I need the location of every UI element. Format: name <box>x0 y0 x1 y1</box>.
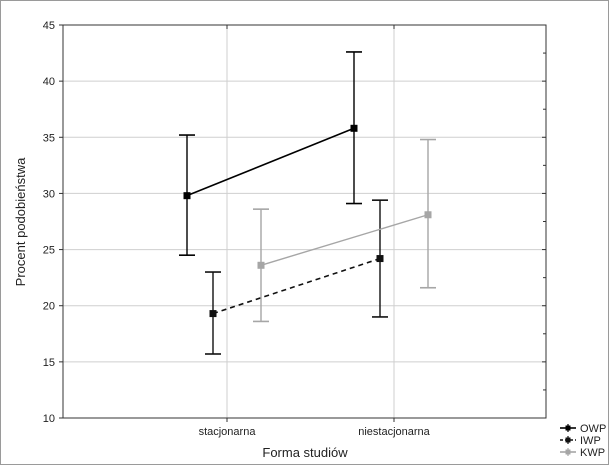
x-axis: stacjonarna niestacjonarna <box>199 25 431 438</box>
x-tick-label: niestacjonarna <box>358 426 430 438</box>
series-iwp <box>205 199 388 355</box>
legend-label: KWP <box>580 447 605 459</box>
y-axis-title: Procent podobieństwa <box>13 157 28 286</box>
data-point <box>424 211 432 219</box>
grid <box>63 25 546 418</box>
x-tick-label: stacjonarna <box>199 426 257 438</box>
y-tick-label: 30 <box>43 188 55 200</box>
series-line <box>212 257 381 315</box>
data-point <box>183 192 191 200</box>
data-point <box>257 261 265 269</box>
y-tick-label: 25 <box>43 245 55 257</box>
y-tick-label: 35 <box>43 132 55 144</box>
series-line <box>260 214 429 266</box>
y-tick-label: 40 <box>43 76 55 88</box>
legend-marker <box>565 437 571 443</box>
y-tick-label: 20 <box>43 301 55 313</box>
legend-item: IWP <box>560 435 601 447</box>
legend-marker <box>565 425 571 431</box>
legend-item: OWP <box>560 423 606 435</box>
legend-item: KWP <box>560 447 605 459</box>
legend-label: IWP <box>580 435 601 447</box>
series-kwp <box>253 138 436 323</box>
y-tick-label: 45 <box>43 20 55 32</box>
series-owp <box>179 51 362 256</box>
y-axis: 10 15 20 25 30 35 40 45 <box>43 20 546 425</box>
series-group <box>179 51 436 355</box>
x-axis-title: Forma studiów <box>262 445 348 460</box>
y-tick-label: 10 <box>43 413 55 425</box>
data-point <box>209 310 217 318</box>
legend-marker <box>565 449 571 455</box>
series-line <box>186 127 355 197</box>
data-point <box>350 124 358 132</box>
y-tick-label: 15 <box>43 357 55 369</box>
legend-label: OWP <box>580 423 606 435</box>
data-point <box>376 255 384 263</box>
